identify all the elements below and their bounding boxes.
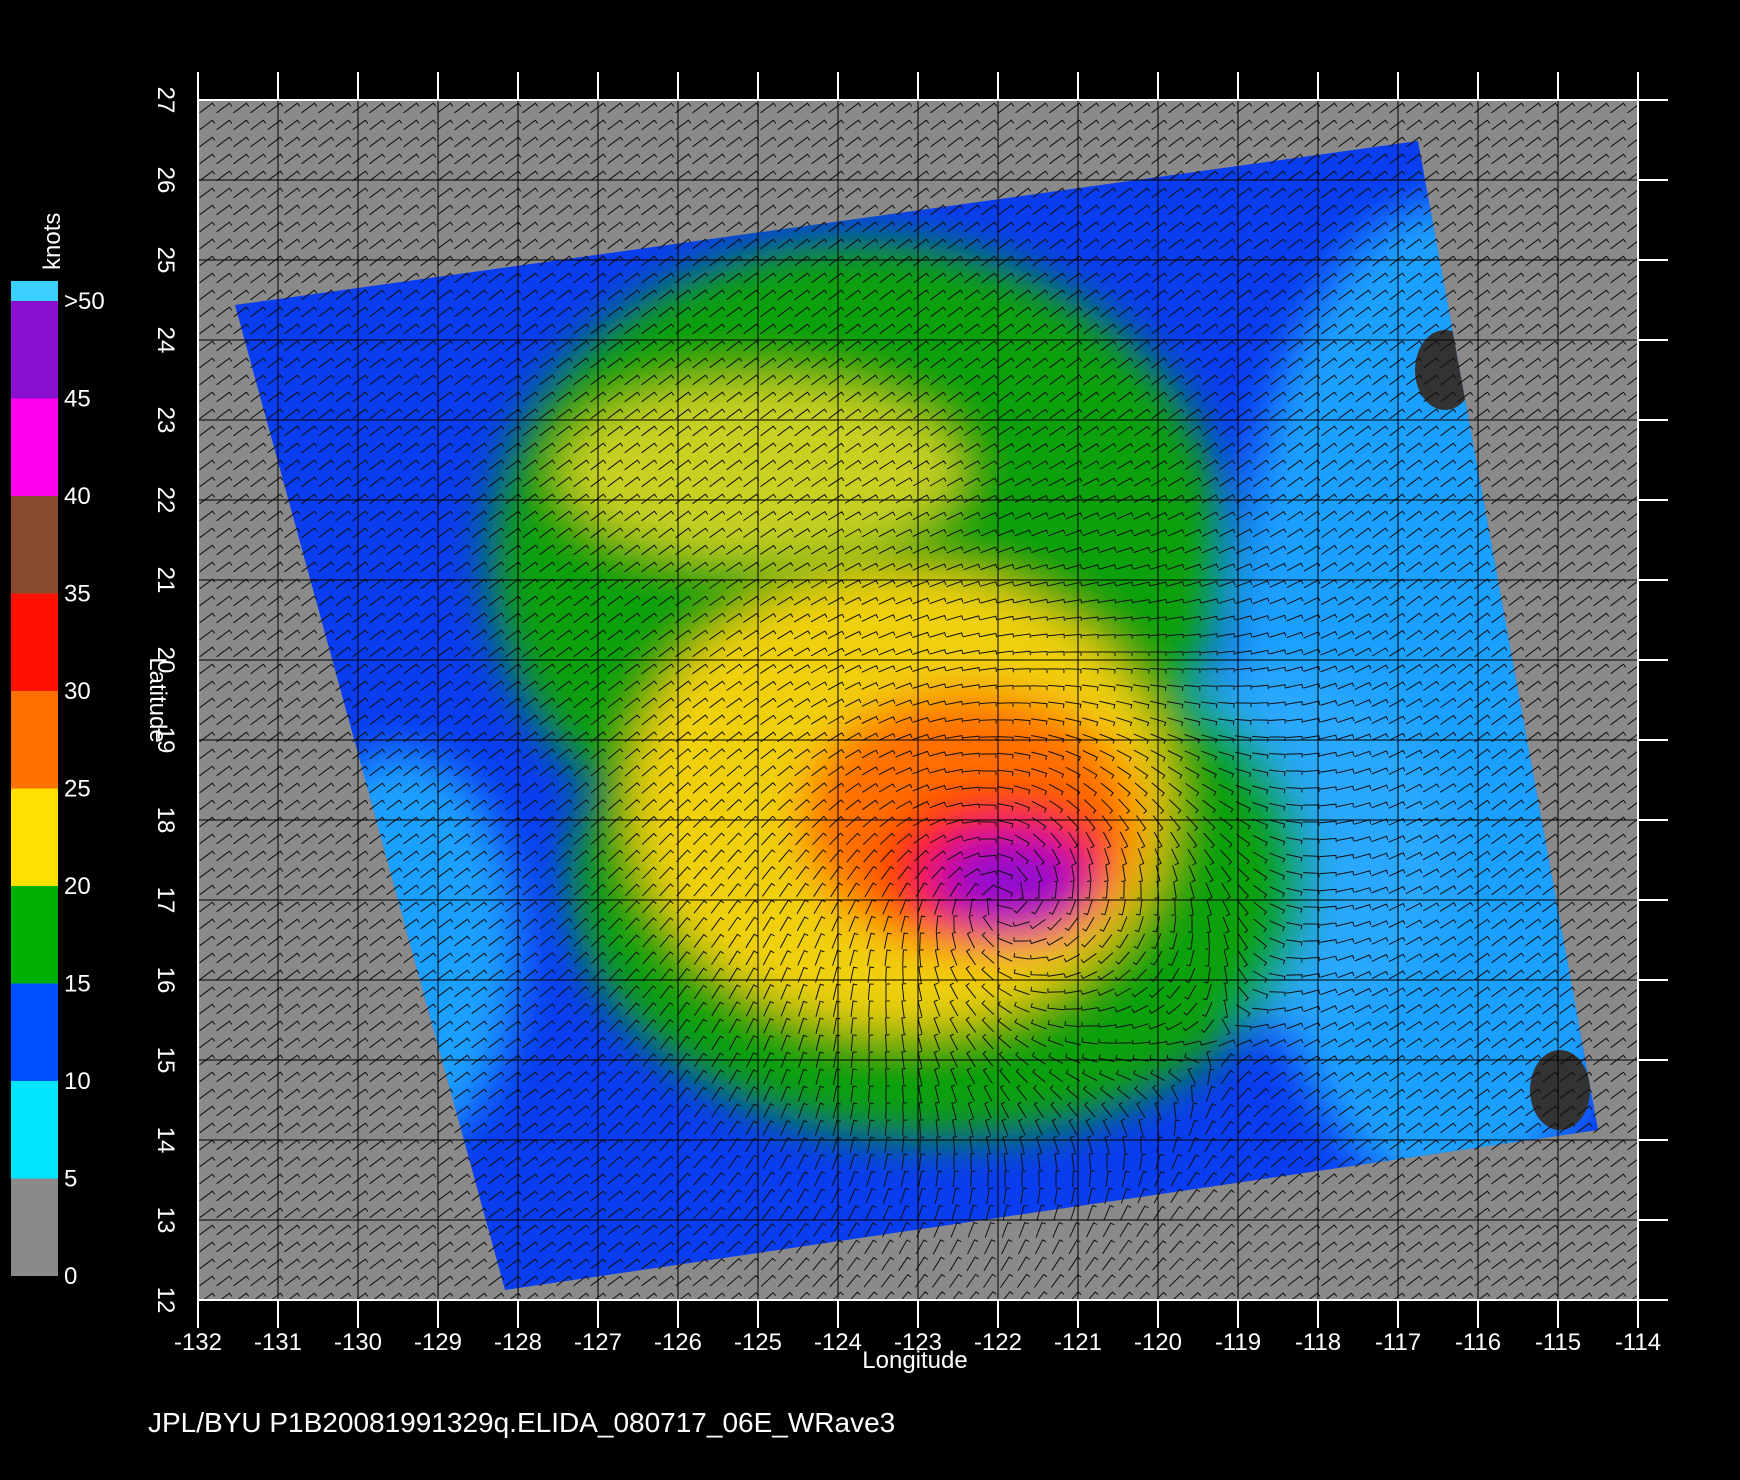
y-tick-label: 26 [152, 167, 179, 194]
y-tick-label: 27 [152, 87, 179, 114]
y-tick-label: 15 [152, 1047, 179, 1074]
colorbar-band [11, 691, 58, 789]
y-tick-label: 18 [152, 807, 179, 834]
colorbar-band [11, 301, 58, 399]
x-tick-label: -114 [1615, 1329, 1661, 1356]
plot-frame [197, 99, 1639, 1301]
x-tick-label: -119 [1215, 1329, 1261, 1356]
x-axis-label: Longitude [862, 1347, 967, 1374]
colorbar-label: 15 [64, 971, 91, 998]
y-tick-label: 25 [152, 247, 179, 274]
colorbar-label: 0 [64, 1263, 77, 1290]
y-tick-label: 14 [152, 1127, 179, 1154]
x-tick-label: -117 [1375, 1329, 1421, 1356]
colorbar-label: 20 [64, 873, 91, 900]
x-tick-label: -124 [814, 1329, 862, 1356]
colorbar-overflow [11, 281, 58, 301]
x-tick-label: -129 [414, 1329, 462, 1356]
colorbar-band [11, 593, 58, 691]
colorbar-band [11, 1081, 58, 1179]
x-tick-label: -130 [334, 1329, 382, 1356]
x-tick-label: -125 [734, 1329, 782, 1356]
colorbar-label: 25 [64, 776, 91, 803]
colorbar-band [11, 398, 58, 496]
y-tick-label: 23 [152, 407, 179, 434]
x-tick-label: -132 [174, 1329, 222, 1356]
x-tick-label: -116 [1455, 1329, 1501, 1356]
colorbar-label: 10 [64, 1068, 91, 1095]
x-tick-label: -120 [1134, 1329, 1182, 1356]
colorbar-label: 40 [64, 483, 91, 510]
wind-swath [235, 141, 1598, 1290]
y-tick-label: 12 [152, 1287, 179, 1314]
x-tick-label: -115 [1535, 1329, 1581, 1356]
y-axis-label: Latitude [144, 657, 171, 742]
colorbar-band [11, 886, 58, 984]
y-tick-label: 19 [152, 727, 179, 754]
x-tick-label: -122 [974, 1329, 1022, 1356]
footer: JPL/BYU P1B20081991329q.ELIDA_080717_06E… [148, 1407, 895, 1438]
colorbar-band [11, 788, 58, 886]
y-tick-label: 17 [152, 887, 179, 914]
x-tick-label: -131 [254, 1329, 302, 1356]
colorbar-label: 45 [64, 386, 91, 413]
y-tick-label: 16 [152, 967, 179, 994]
colorbar-band [11, 496, 58, 594]
x-tick-label: -121 [1054, 1329, 1102, 1356]
x-tick-label: -127 [574, 1329, 622, 1356]
colorbar-band [11, 1178, 58, 1276]
colorbar-label: >50 [64, 288, 105, 315]
y-tick-label: 21 [152, 567, 179, 594]
x-tick-label: -128 [494, 1329, 542, 1356]
y-tick-label: 20 [152, 647, 179, 674]
colorbar-band [11, 983, 58, 1081]
x-tick-label: -123 [894, 1329, 942, 1356]
x-tick-label: -126 [654, 1329, 702, 1356]
y-tick-label: 24 [152, 327, 179, 354]
y-tick-label: 13 [152, 1207, 179, 1234]
colorbar-label: 30 [64, 678, 91, 705]
y-tick-label: 22 [152, 487, 179, 514]
colorbar-label: 35 [64, 581, 91, 608]
colorbar-unit: knots [39, 213, 66, 270]
x-tick-label: -118 [1295, 1329, 1341, 1356]
colorbar-label: 5 [64, 1166, 77, 1193]
